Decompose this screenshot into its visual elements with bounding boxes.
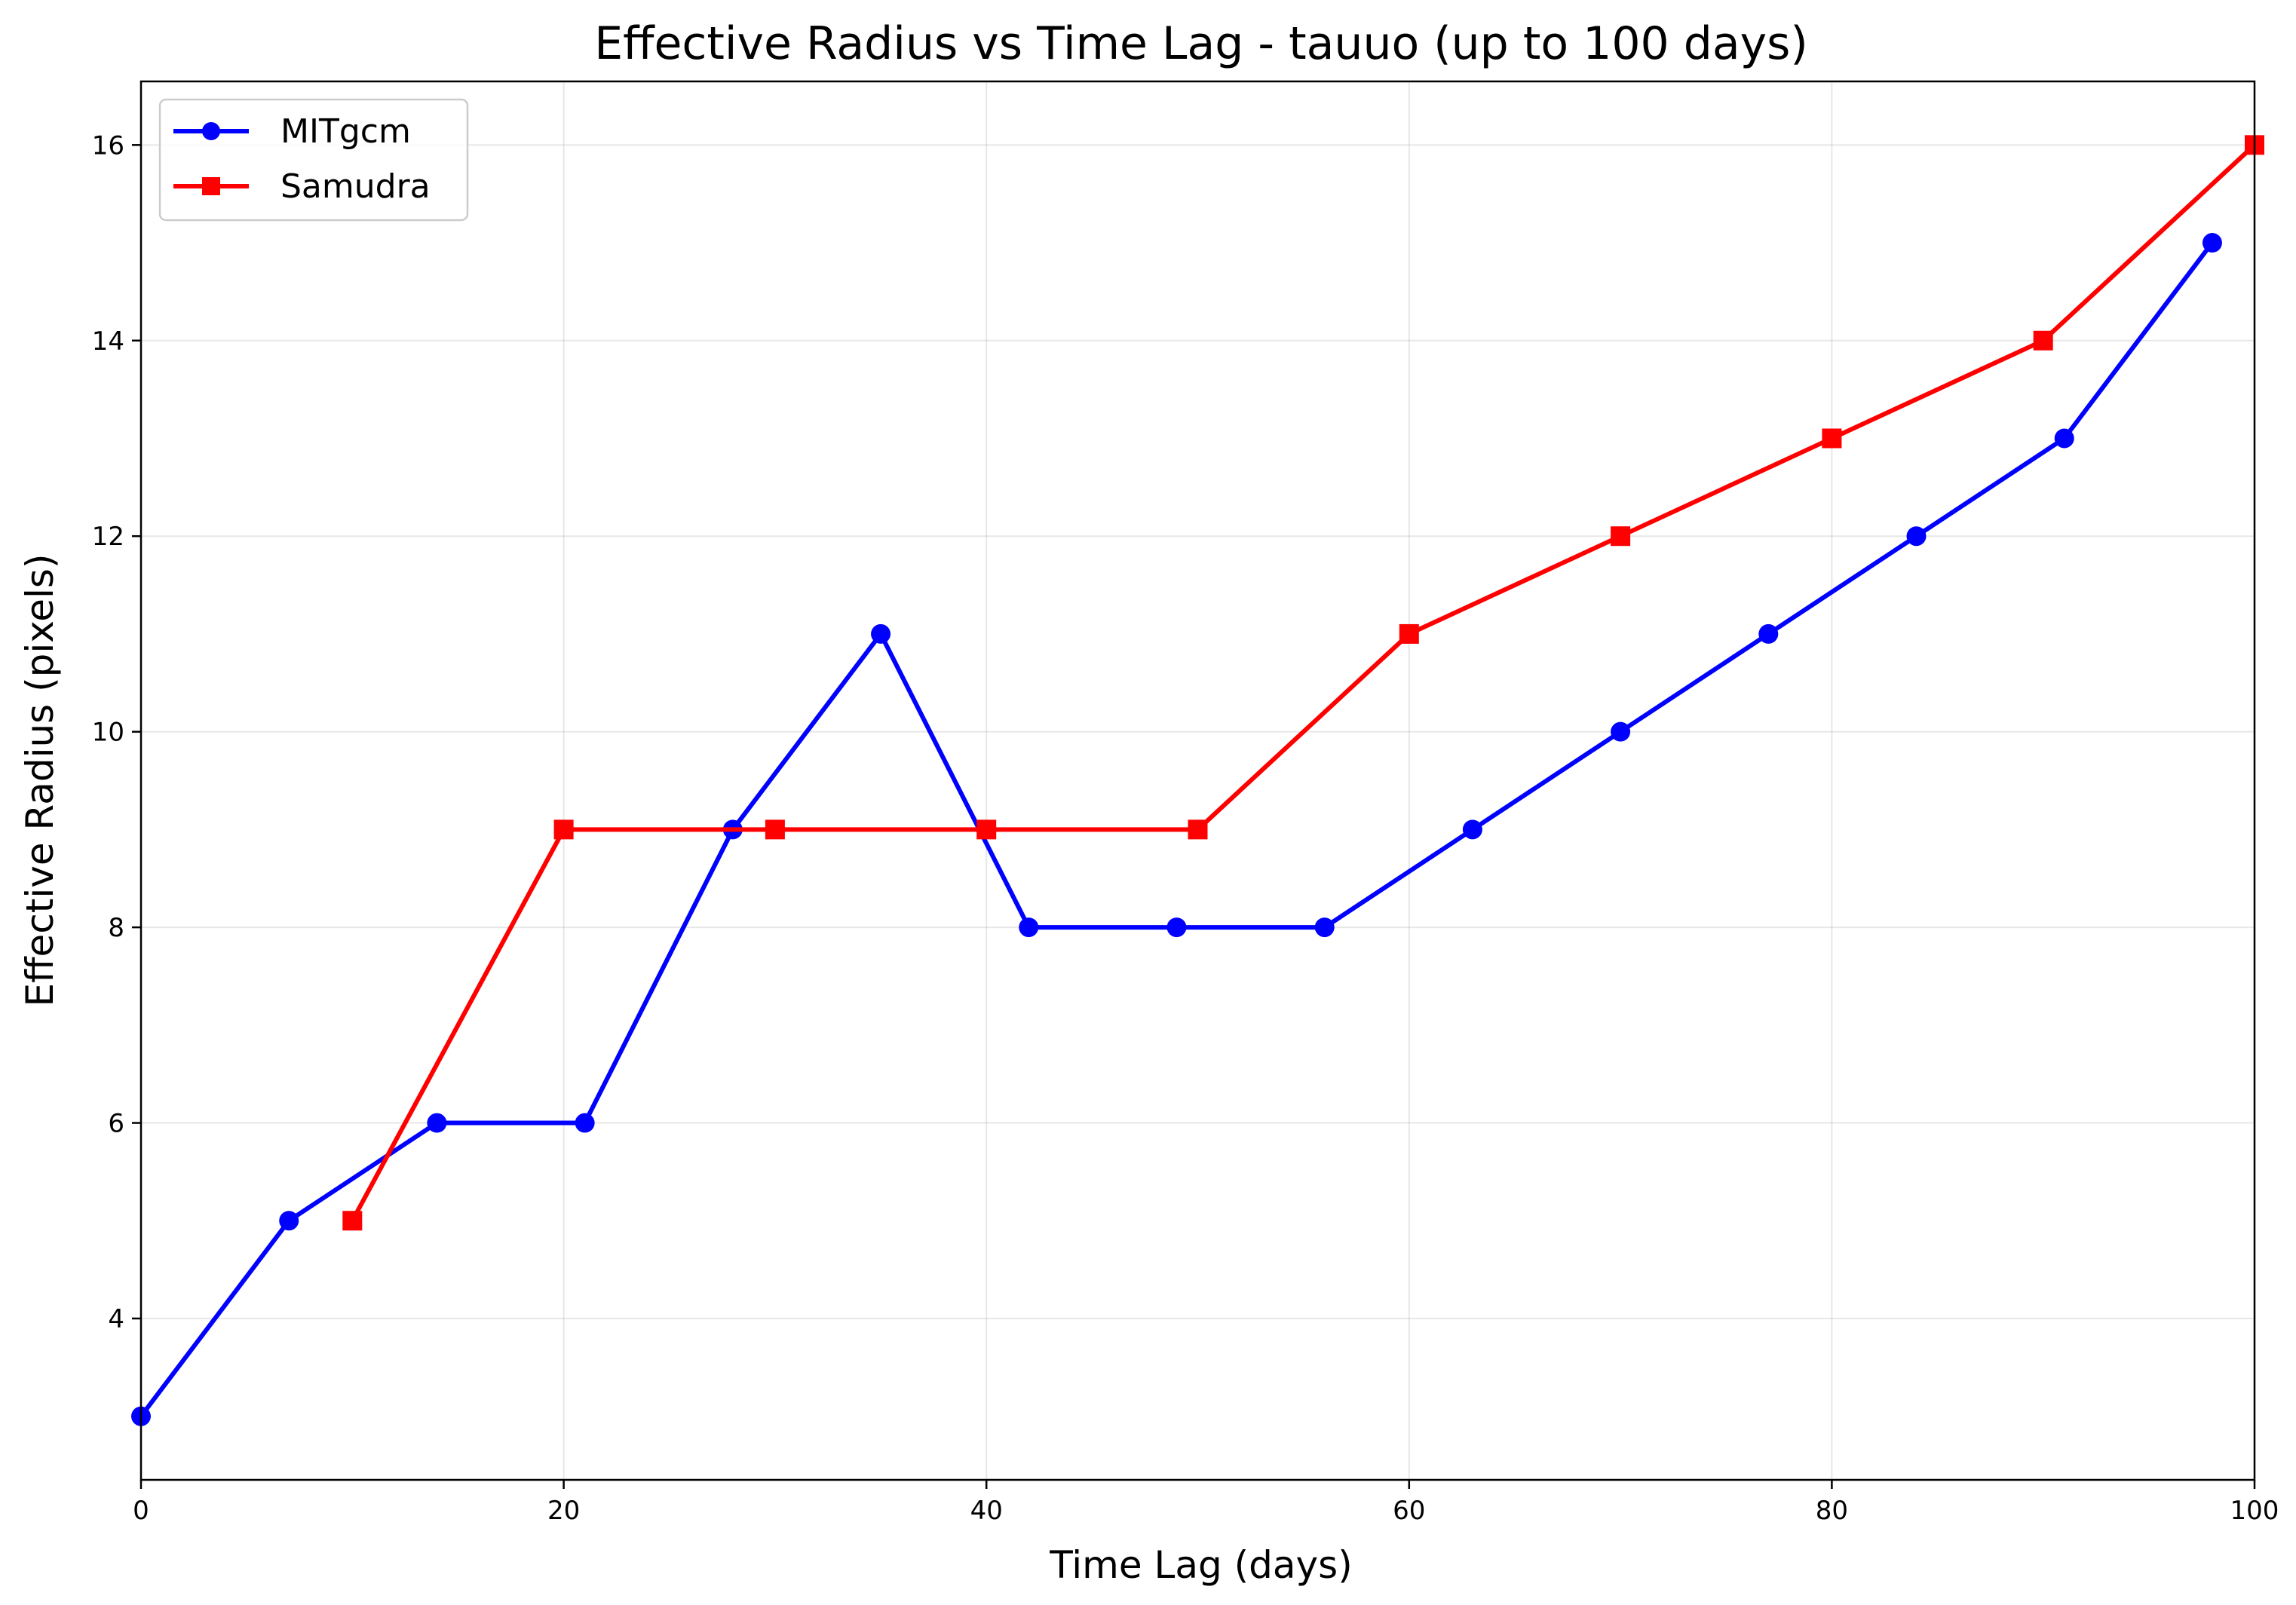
data-point-square bbox=[2033, 330, 2053, 351]
data-point-square bbox=[1188, 819, 1208, 840]
series-line-samudra bbox=[349, 142, 2258, 1224]
data-point-square bbox=[976, 819, 997, 840]
data-point-square bbox=[553, 819, 574, 840]
x-axis-label: Time Lag (days) bbox=[1049, 1543, 1352, 1587]
y-tick-label: 12 bbox=[92, 522, 124, 552]
legend-marker-samudra bbox=[202, 177, 220, 195]
axis-ticks: 0 20 40 60 80 100 4 6 8 10 12 14 16 bbox=[92, 130, 2279, 1526]
data-point-circle bbox=[1758, 623, 1779, 644]
data-point-square bbox=[342, 1211, 363, 1231]
series-layer bbox=[131, 135, 2264, 1426]
data-point-circle bbox=[2054, 428, 2074, 449]
legend-label-mitgcm: MITgcm bbox=[280, 112, 411, 151]
x-tick-label: 100 bbox=[2230, 1496, 2279, 1526]
x-tick-label: 20 bbox=[547, 1496, 580, 1526]
data-point-circle bbox=[1462, 819, 1482, 840]
data-point-circle bbox=[1314, 917, 1335, 938]
y-tick-label: 8 bbox=[108, 913, 124, 943]
y-tick-label: 14 bbox=[92, 326, 124, 357]
data-point-circle bbox=[1019, 917, 1039, 938]
series-mitgcm bbox=[131, 233, 2222, 1426]
y-tick-label: 10 bbox=[92, 718, 124, 748]
data-point-circle bbox=[1611, 721, 1631, 742]
data-point-circle bbox=[1906, 526, 1927, 547]
legend-label-samudra: Samudra bbox=[280, 167, 431, 206]
y-tick-label: 16 bbox=[92, 130, 124, 161]
data-point-circle bbox=[1166, 917, 1187, 938]
axes-border bbox=[139, 80, 2256, 1481]
data-point-circle bbox=[2202, 233, 2222, 253]
data-point-square bbox=[765, 819, 785, 840]
x-tick-label: 80 bbox=[1816, 1496, 1848, 1526]
plot-frame bbox=[139, 80, 2256, 1481]
y-tick-label: 4 bbox=[108, 1304, 124, 1334]
x-tick-label: 40 bbox=[970, 1496, 1003, 1526]
y-axis-label: Effective Radius (pixels) bbox=[18, 554, 62, 1007]
data-point-circle bbox=[575, 1113, 595, 1133]
x-tick-label: 60 bbox=[1393, 1496, 1425, 1526]
x-tick-label: 0 bbox=[133, 1496, 149, 1526]
data-point-square bbox=[1822, 428, 1842, 449]
data-point-circle bbox=[427, 1113, 447, 1133]
legend: MITgcm Samudra bbox=[158, 98, 469, 222]
chart-title: Effective Radius vs Time Lag - tauuo (up… bbox=[594, 17, 1808, 70]
legend-marker-mitgcm bbox=[202, 122, 220, 140]
data-point-square bbox=[1399, 623, 1419, 644]
data-point-square bbox=[1611, 526, 1631, 547]
data-point-circle bbox=[871, 623, 891, 644]
y-tick-label: 6 bbox=[108, 1109, 124, 1139]
data-point-circle bbox=[279, 1211, 299, 1231]
